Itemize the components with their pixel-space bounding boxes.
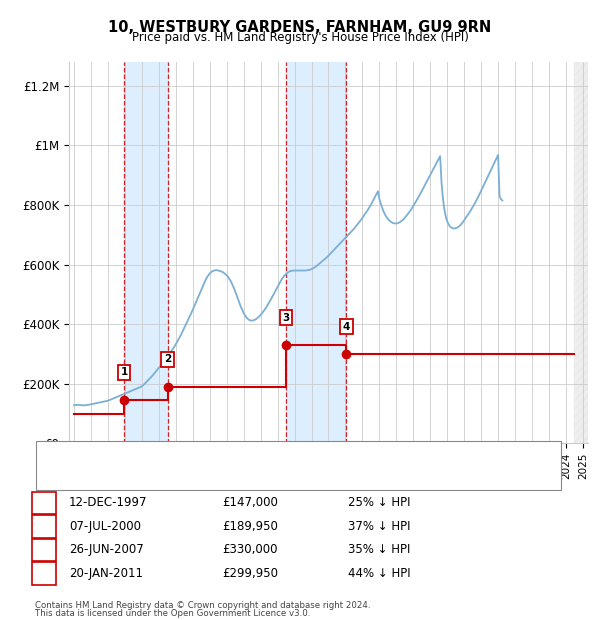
Text: 2: 2: [164, 355, 172, 365]
Text: £299,950: £299,950: [222, 567, 278, 580]
Text: 1: 1: [40, 497, 48, 509]
Text: 1: 1: [121, 367, 128, 377]
Text: 3: 3: [282, 312, 289, 322]
Text: 3: 3: [40, 544, 48, 556]
Text: 44% ↓ HPI: 44% ↓ HPI: [348, 567, 410, 580]
Text: HPI: Average price, detached house, Waverley: HPI: Average price, detached house, Wave…: [72, 471, 313, 481]
Text: 35% ↓ HPI: 35% ↓ HPI: [348, 544, 410, 556]
Text: 37% ↓ HPI: 37% ↓ HPI: [348, 520, 410, 533]
Text: ——: ——: [51, 450, 76, 463]
Text: ——: ——: [51, 470, 76, 482]
Text: 10, WESTBURY GARDENS, FARNHAM, GU9 9RN: 10, WESTBURY GARDENS, FARNHAM, GU9 9RN: [109, 20, 491, 35]
Text: 4: 4: [343, 322, 350, 332]
Text: Contains HM Land Registry data © Crown copyright and database right 2024.: Contains HM Land Registry data © Crown c…: [35, 601, 370, 610]
Bar: [124, 62, 168, 443]
Text: This data is licensed under the Open Government Licence v3.0.: This data is licensed under the Open Gov…: [35, 609, 310, 618]
Text: 4: 4: [40, 567, 48, 580]
Text: £189,950: £189,950: [222, 520, 278, 533]
Text: 2: 2: [40, 520, 48, 533]
Text: 25% ↓ HPI: 25% ↓ HPI: [348, 497, 410, 509]
Text: £330,000: £330,000: [222, 544, 277, 556]
Text: 26-JUN-2007: 26-JUN-2007: [69, 544, 144, 556]
Text: 10, WESTBURY GARDENS, FARNHAM, GU9 9RN (detached house): 10, WESTBURY GARDENS, FARNHAM, GU9 9RN (…: [72, 451, 409, 461]
Bar: [286, 62, 346, 443]
Text: 20-JAN-2011: 20-JAN-2011: [69, 567, 143, 580]
Bar: [574, 62, 588, 443]
Text: Price paid vs. HM Land Registry's House Price Index (HPI): Price paid vs. HM Land Registry's House …: [131, 31, 469, 44]
Text: 07-JUL-2000: 07-JUL-2000: [69, 520, 141, 533]
Text: £147,000: £147,000: [222, 497, 278, 509]
Text: 12-DEC-1997: 12-DEC-1997: [69, 497, 148, 509]
